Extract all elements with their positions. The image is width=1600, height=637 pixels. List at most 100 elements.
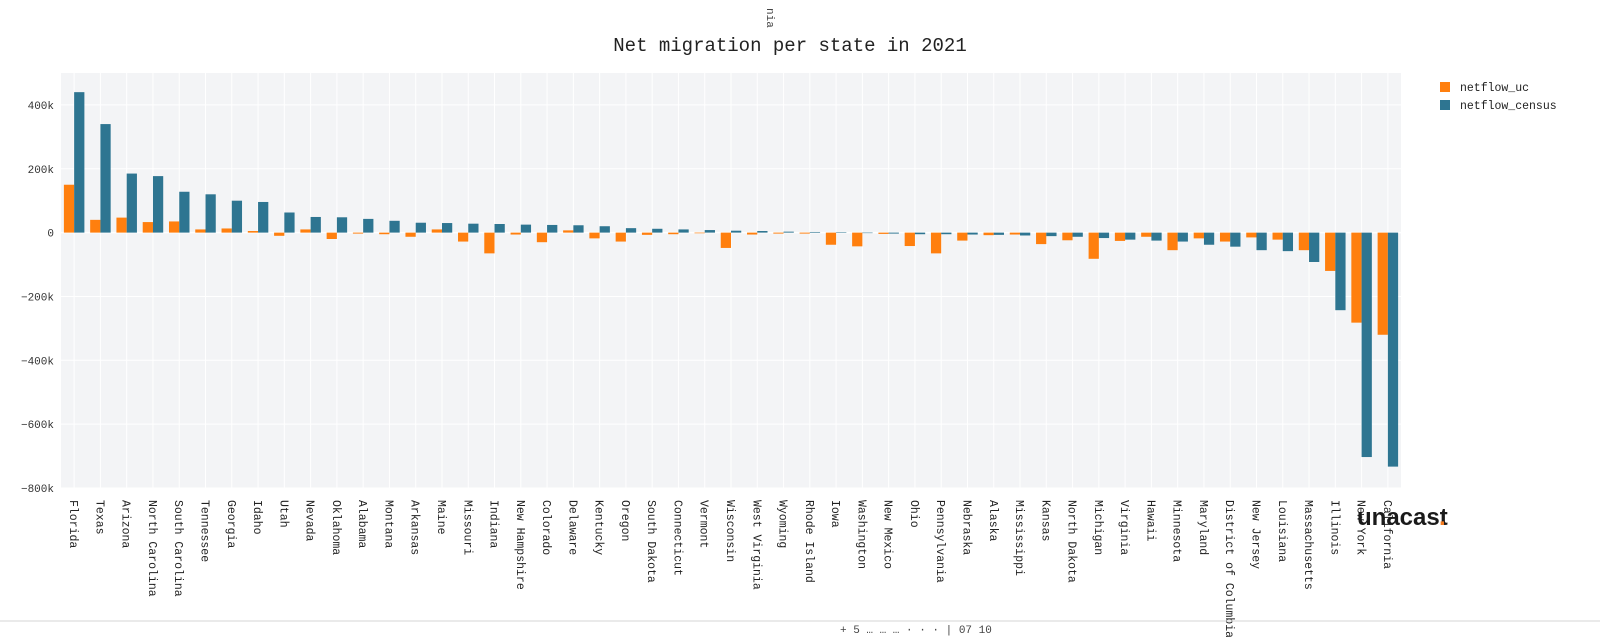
bar-netflow-census[interactable] [1309, 232, 1320, 262]
bar-netflow-census[interactable] [757, 231, 768, 233]
bar-netflow-census[interactable] [573, 225, 584, 233]
legend[interactable]: netflow_uc netflow_census [1440, 82, 1557, 113]
bar-netflow-census[interactable] [678, 229, 689, 233]
bar-netflow-uc[interactable] [930, 232, 942, 254]
bar-netflow-uc[interactable] [168, 221, 180, 233]
bar-netflow-census[interactable] [967, 232, 978, 235]
bar-netflow-uc[interactable] [615, 232, 626, 242]
bar-netflow-census[interactable] [179, 191, 190, 233]
bar-netflow-census[interactable] [731, 230, 742, 233]
bar-netflow-uc[interactable] [799, 232, 810, 234]
bar-netflow-census[interactable] [809, 231, 821, 233]
bar-netflow-census[interactable] [258, 201, 269, 233]
bar-netflow-census[interactable] [599, 226, 610, 233]
bar-netflow-census[interactable] [152, 176, 164, 233]
bar-netflow-census[interactable] [126, 173, 137, 233]
bar-netflow-uc[interactable] [247, 231, 259, 233]
bar-netflow-census[interactable] [1387, 232, 1399, 467]
bar-netflow-census[interactable] [494, 224, 505, 233]
bar-netflow-census[interactable] [704, 230, 715, 233]
bar-netflow-uc[interactable] [1298, 232, 1310, 251]
bar-netflow-census[interactable] [415, 222, 426, 233]
bar-netflow-census[interactable] [468, 223, 479, 233]
bar-netflow-census[interactable] [1046, 232, 1057, 237]
bar-netflow-uc[interactable] [221, 228, 232, 233]
bar-netflow-census[interactable] [1072, 232, 1083, 237]
bar-netflow-uc[interactable] [983, 232, 994, 236]
bar-netflow-uc[interactable] [1272, 232, 1283, 240]
bar-netflow-census[interactable] [1230, 232, 1241, 247]
bar-netflow-uc[interactable] [589, 232, 600, 239]
bar-netflow-uc[interactable] [352, 232, 364, 234]
bar-netflow-uc[interactable] [1062, 232, 1073, 241]
bar-netflow-census[interactable] [1098, 232, 1110, 239]
bar-netflow-census[interactable] [1256, 232, 1267, 251]
bar-netflow-census[interactable] [1335, 232, 1346, 311]
bar-netflow-uc[interactable] [720, 232, 731, 248]
bar-netflow-census[interactable] [836, 232, 847, 233]
bar-netflow-census[interactable] [100, 124, 111, 233]
bar-netflow-census[interactable] [625, 228, 637, 233]
bar-netflow-census[interactable] [205, 194, 216, 233]
legend-swatch-netflow-census[interactable] [1440, 100, 1450, 110]
bar-netflow-uc[interactable] [63, 184, 75, 233]
bar-netflow-uc[interactable] [904, 232, 915, 247]
bar-netflow-census[interactable] [783, 231, 794, 233]
bar-netflow-uc[interactable] [1088, 232, 1099, 259]
bar-netflow-census[interactable] [520, 224, 532, 233]
bar-netflow-uc[interactable] [274, 232, 285, 236]
bar-netflow-census[interactable] [310, 216, 321, 233]
bar-netflow-uc[interactable] [825, 232, 837, 245]
bar-netflow-uc[interactable] [1219, 232, 1231, 242]
bar-netflow-census[interactable] [363, 218, 374, 233]
legend-swatch-netflow-uc[interactable] [1440, 82, 1450, 92]
bar-netflow-uc[interactable] [1036, 232, 1047, 245]
bar-netflow-census[interactable] [284, 212, 295, 233]
bar-netflow-uc[interactable] [1246, 232, 1257, 238]
bar-netflow-uc[interactable] [195, 229, 206, 233]
bar-netflow-uc[interactable] [563, 230, 574, 233]
bar-netflow-uc[interactable] [405, 232, 416, 237]
bar-netflow-census[interactable] [1203, 232, 1215, 245]
bar-netflow-census[interactable] [1361, 232, 1372, 458]
bar-netflow-uc[interactable] [747, 232, 758, 235]
bar-netflow-uc[interactable] [484, 232, 495, 254]
bar-netflow-census[interactable] [547, 224, 558, 233]
bar-netflow-uc[interactable] [300, 229, 311, 233]
bar-netflow-uc[interactable] [773, 232, 784, 234]
bar-netflow-uc[interactable] [1009, 232, 1021, 235]
bar-netflow-uc[interactable] [1193, 232, 1204, 239]
bar-netflow-census[interactable] [1125, 232, 1136, 240]
bar-netflow-census[interactable] [1151, 232, 1162, 241]
bar-netflow-uc[interactable] [142, 222, 153, 233]
bar-netflow-uc[interactable] [458, 232, 469, 242]
bar-netflow-uc[interactable] [1325, 232, 1336, 271]
bar-netflow-census[interactable] [1020, 232, 1031, 236]
bar-netflow-census[interactable] [862, 232, 873, 234]
bar-netflow-uc[interactable] [431, 229, 442, 233]
bar-netflow-census[interactable] [231, 200, 243, 233]
bar-netflow-census[interactable] [888, 232, 899, 234]
bar-netflow-uc[interactable] [1141, 232, 1152, 237]
bar-netflow-census[interactable] [336, 217, 348, 233]
bar-netflow-census[interactable] [1282, 232, 1294, 252]
legend-label-netflow-census[interactable]: netflow_census [1460, 100, 1557, 113]
bar-netflow-uc[interactable] [668, 232, 679, 235]
bar-netflow-census[interactable] [914, 232, 926, 235]
bar-netflow-uc[interactable] [878, 232, 889, 234]
bar-netflow-uc[interactable] [1167, 232, 1178, 251]
bar-netflow-census[interactable] [74, 92, 85, 233]
bar-netflow-census[interactable] [993, 232, 1004, 235]
bar-netflow-uc[interactable] [957, 232, 968, 241]
bar-netflow-census[interactable] [652, 228, 663, 233]
bar-netflow-census[interactable] [1177, 232, 1188, 242]
bar-netflow-uc[interactable] [1377, 232, 1388, 335]
bar-netflow-uc[interactable] [326, 232, 337, 239]
legend-label-netflow-uc[interactable]: netflow_uc [1460, 82, 1529, 95]
bar-netflow-uc[interactable] [536, 232, 548, 243]
bar-netflow-uc[interactable] [379, 232, 390, 235]
bar-netflow-uc[interactable] [852, 232, 863, 247]
bar-netflow-census[interactable] [389, 220, 400, 233]
bar-netflow-uc[interactable] [116, 217, 127, 233]
bar-netflow-census[interactable] [441, 223, 453, 233]
